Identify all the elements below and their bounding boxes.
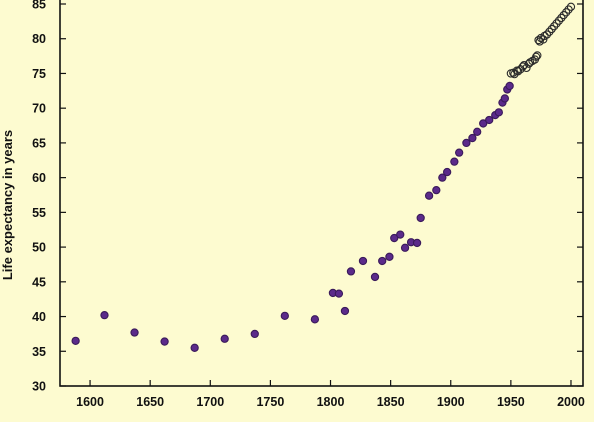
data-point (552, 19, 561, 28)
y-tick-label: 55 (32, 206, 46, 220)
x-tick-label: 1750 (256, 395, 284, 409)
y-tick-label: 65 (32, 136, 46, 150)
data-point (473, 127, 482, 136)
data-point (340, 306, 350, 316)
y-tick-label: 60 (32, 171, 46, 185)
data-point (513, 67, 523, 76)
y-tick-label: 45 (32, 275, 46, 289)
data-point (346, 267, 356, 276)
data-point (334, 289, 344, 298)
data-point (549, 22, 559, 31)
y-axis-label: Life expectancy in years (0, 130, 15, 280)
data-point (130, 328, 139, 337)
x-tick-label: 1800 (317, 395, 345, 409)
data-point (442, 167, 452, 177)
y-axis: 30 35 40 45 50 55 60 65 70 75 80 85 (32, 0, 583, 394)
data-point (455, 148, 464, 157)
data-point (505, 81, 514, 91)
data-point (557, 13, 566, 23)
data-point (160, 337, 169, 346)
data-points (71, 2, 576, 352)
data-point (559, 10, 568, 20)
data-point (547, 24, 556, 34)
y-tick-label: 70 (32, 102, 46, 116)
data-point (479, 119, 488, 128)
data-point (190, 343, 199, 352)
data-point (564, 5, 573, 14)
data-point (562, 8, 571, 17)
y-tick-label: 85 (32, 0, 46, 12)
x-axis: 1600 1650 1700 1750 1800 1850 1900 1950 2000 (76, 380, 585, 409)
x-tick-label: 1900 (437, 395, 465, 409)
data-point (424, 191, 434, 200)
data-point (468, 133, 477, 143)
x-tick-label: 1600 (76, 395, 104, 409)
data-point (534, 35, 543, 45)
data-point (400, 243, 410, 252)
data-point (385, 252, 394, 261)
y-tick-label: 50 (32, 241, 46, 255)
data-point (310, 315, 320, 324)
x-tick-label: 1650 (136, 395, 164, 409)
x-tick-label: 1850 (377, 395, 405, 409)
data-point (485, 115, 494, 125)
data-point (412, 238, 422, 248)
x-tick-label: 1700 (196, 395, 224, 409)
data-point (396, 230, 405, 239)
y-tick-label: 40 (32, 310, 46, 324)
data-point (100, 311, 109, 320)
data-point (370, 272, 380, 282)
data-point (542, 30, 552, 39)
data-point (494, 108, 503, 117)
data-point (531, 52, 541, 61)
y-tick-label: 80 (32, 32, 46, 46)
data-point (533, 51, 542, 60)
data-point (250, 329, 259, 339)
x-tick-label: 2000 (557, 395, 585, 409)
y-tick-label: 75 (32, 67, 46, 81)
data-point (378, 256, 387, 266)
y-tick-label: 30 (32, 380, 46, 394)
data-point (462, 138, 471, 148)
data-point (390, 233, 399, 243)
x-tick-label: 1950 (497, 395, 525, 409)
data-point (432, 185, 441, 195)
data-point (416, 213, 425, 223)
data-point (500, 94, 510, 103)
data-point (280, 311, 289, 321)
data-point (71, 336, 80, 346)
data-point (450, 157, 459, 166)
data-point (545, 27, 554, 36)
data-point (438, 173, 447, 182)
y-tick-label: 35 (32, 345, 46, 359)
data-point (220, 334, 229, 343)
plot-frame (59, 0, 584, 387)
data-point (358, 256, 368, 266)
data-point (566, 2, 576, 11)
data-point (554, 16, 564, 25)
